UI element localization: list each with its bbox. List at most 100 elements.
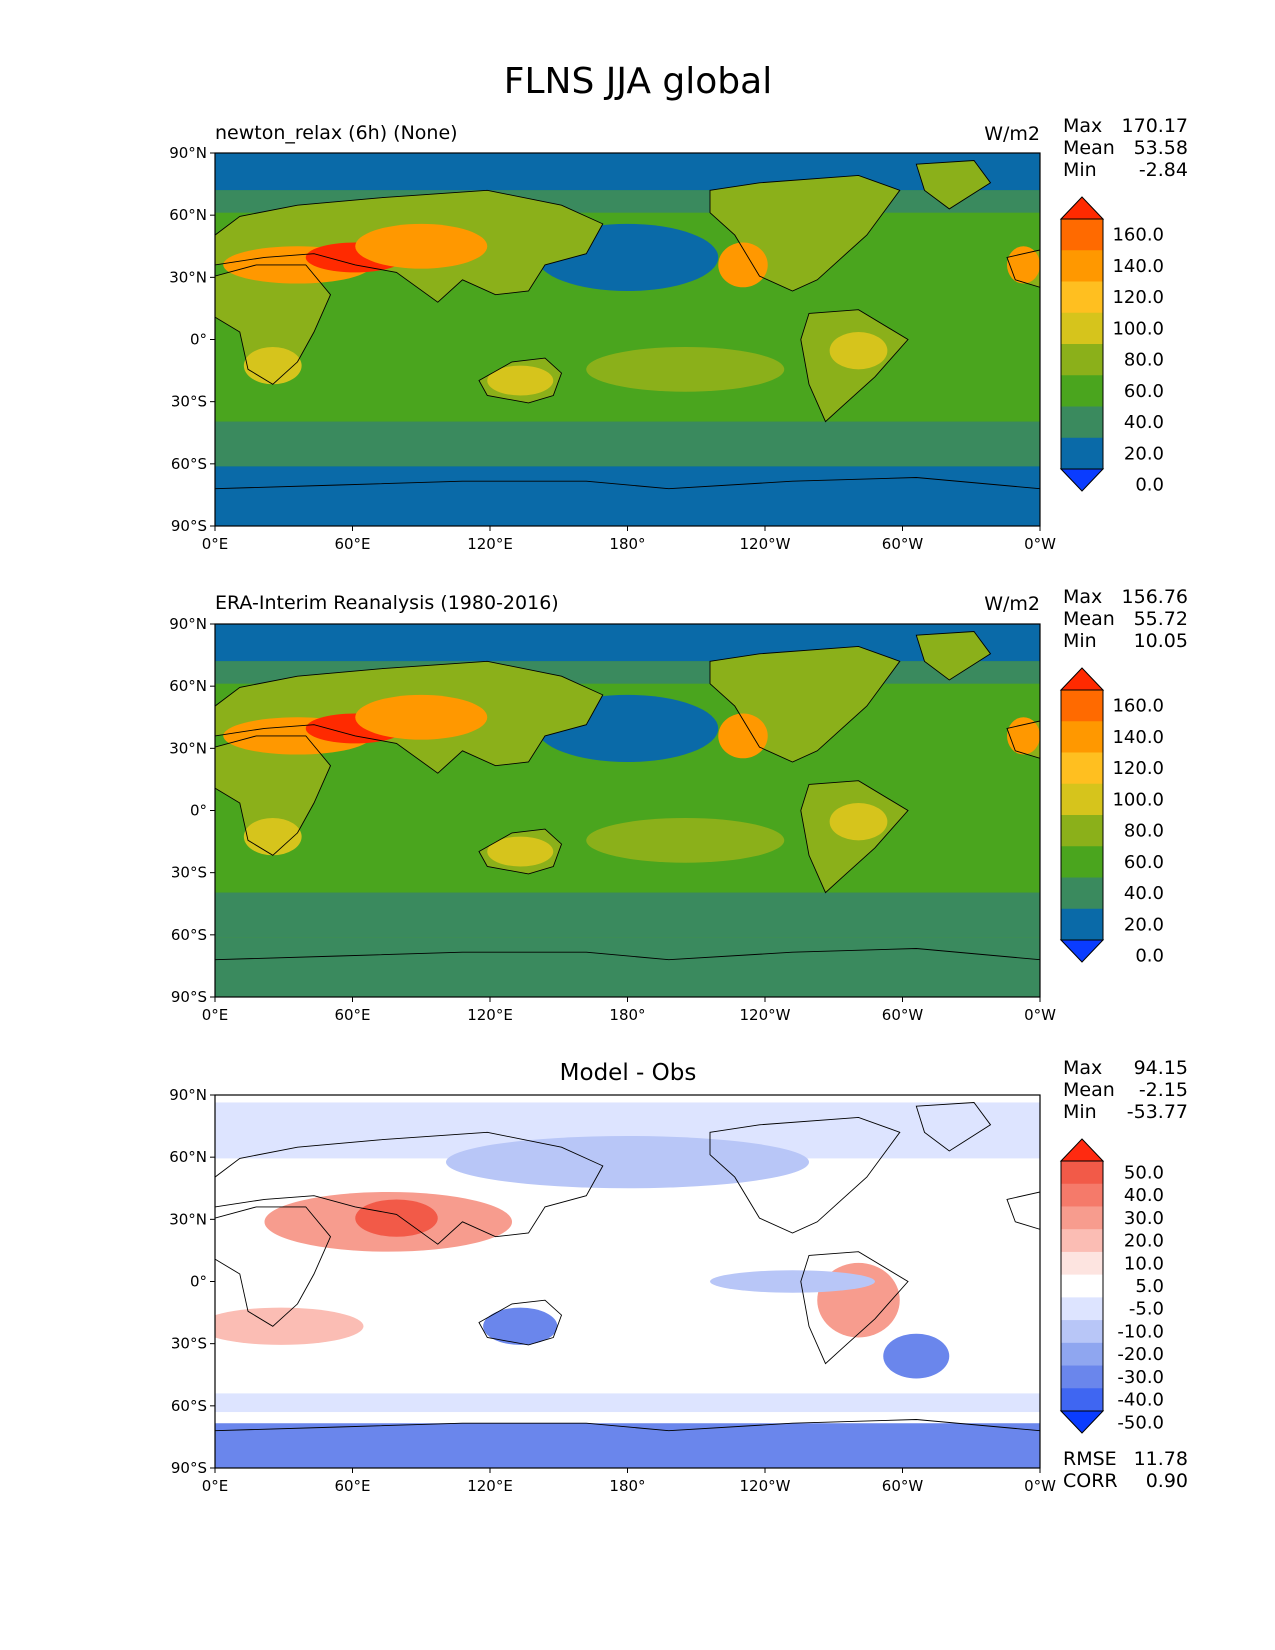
panel-center-title: Model - Obs bbox=[560, 1060, 697, 1086]
stat-name: Mean bbox=[1063, 608, 1115, 630]
central-asia-hot bbox=[355, 694, 488, 740]
tibet-positive bbox=[355, 1199, 438, 1237]
y-tick-label: 90°N bbox=[169, 615, 207, 633]
stats-block: Max 170.17 Mean 53.58 Min -2.84 bbox=[1063, 115, 1188, 181]
colorbar-swatch bbox=[1061, 375, 1103, 407]
colorbar-swatch bbox=[1061, 721, 1103, 753]
southern-ocean-band bbox=[215, 892, 1040, 938]
south-pacific-warm bbox=[586, 346, 785, 392]
south-indian-positive bbox=[215, 1307, 364, 1345]
colorbar-label: 40.0 bbox=[1124, 1185, 1164, 1206]
stat-name: Mean bbox=[1063, 137, 1115, 159]
stat-name: Min bbox=[1063, 630, 1097, 652]
stat-name: RMSE bbox=[1063, 1448, 1117, 1470]
coastline-tip_africa_right bbox=[1006, 249, 1040, 288]
panel-test: newton_relax (6h) (None) W/m2 0°E 60°E 120… bbox=[169, 115, 1188, 553]
colorbar-top-extend bbox=[1059, 1138, 1105, 1162]
colorbar-label: -10.0 bbox=[1117, 1321, 1164, 1342]
colorbar-label: -40.0 bbox=[1117, 1390, 1164, 1411]
y-tick-label: 60°S bbox=[171, 926, 207, 944]
colorbar-label: 0.0 bbox=[1135, 946, 1164, 967]
colorbar-label: 140.0 bbox=[1112, 256, 1164, 277]
stat-value: 156.76 bbox=[1122, 586, 1188, 608]
x-tick-label: 0°W bbox=[1024, 1477, 1056, 1495]
x-tick-label: 0°W bbox=[1024, 1006, 1056, 1024]
coastline-australia bbox=[478, 1299, 563, 1346]
x-tick-label: 180° bbox=[609, 1477, 645, 1495]
coastline-africa bbox=[215, 1206, 332, 1327]
y-tick-label: 30°S bbox=[171, 864, 207, 882]
coastline-namerica bbox=[709, 174, 901, 292]
colorbar-label: 80.0 bbox=[1124, 821, 1164, 842]
coastline-namerica bbox=[709, 645, 901, 763]
coastline-australia bbox=[478, 828, 563, 875]
coastline-tip_africa_right bbox=[1006, 720, 1040, 759]
coastline-greenland bbox=[915, 1102, 992, 1152]
east-atlantic-africa-hot bbox=[1007, 717, 1040, 755]
colorbar-label: 120.0 bbox=[1112, 287, 1164, 308]
panel-left-title: newton_relax (6h) (None) bbox=[215, 122, 458, 144]
x-tick-label: 120°E bbox=[467, 1477, 513, 1495]
y-tick-label: 90°S bbox=[171, 988, 207, 1006]
na-southwest-hot bbox=[718, 242, 768, 288]
colorbar-label: 0.0 bbox=[1135, 475, 1164, 496]
x-tick-label: 60°E bbox=[334, 535, 370, 553]
colorbar-swatch bbox=[1061, 1274, 1103, 1298]
stat-value: -2.15 bbox=[1139, 1079, 1188, 1101]
stat-value: 11.78 bbox=[1134, 1448, 1188, 1470]
y-tick-label: 0° bbox=[190, 331, 207, 349]
y-tick-label: 0° bbox=[190, 802, 207, 820]
y-tick-label: 60°N bbox=[169, 1148, 207, 1166]
australia-negative bbox=[483, 1307, 558, 1345]
y-tick-label: 90°N bbox=[169, 144, 207, 162]
map-area bbox=[214, 623, 1041, 998]
stat-name: CORR bbox=[1063, 1470, 1118, 1492]
colorbar-label: 60.0 bbox=[1124, 852, 1164, 873]
coastline-antarctica bbox=[215, 948, 1040, 961]
colorbar-frame bbox=[1060, 218, 1104, 470]
colorbar-bottom-extend bbox=[1059, 1410, 1105, 1434]
colorbar-swatch bbox=[1061, 1320, 1103, 1344]
colorbar-label: 80.0 bbox=[1124, 350, 1164, 371]
australia-warm bbox=[487, 365, 554, 396]
colorbar-label: 100.0 bbox=[1112, 318, 1164, 339]
colorbar-frame bbox=[1060, 689, 1104, 941]
colorbar-swatch bbox=[1061, 690, 1103, 722]
colorbar-label: 160.0 bbox=[1112, 696, 1164, 717]
x-tick-label: 180° bbox=[609, 1006, 645, 1024]
y-tick-label: 30°S bbox=[171, 1335, 207, 1353]
y-tick-label: 90°S bbox=[171, 1459, 207, 1477]
y-tick-label: 0° bbox=[190, 1273, 207, 1291]
y-tick-label: 60°N bbox=[169, 677, 207, 695]
stat-name: Max bbox=[1063, 115, 1102, 137]
x-tick-label: 60°E bbox=[334, 1477, 370, 1495]
stat-value: -2.84 bbox=[1139, 159, 1188, 181]
antarctic-band bbox=[215, 466, 1040, 526]
colorbar-swatch bbox=[1061, 752, 1103, 785]
colorbar-label: 160.0 bbox=[1112, 225, 1164, 246]
y-tick-label: 90°N bbox=[169, 1086, 207, 1104]
y-tick-label: 60°S bbox=[171, 1397, 207, 1415]
colorbar-label: 20.0 bbox=[1124, 443, 1164, 464]
panel-diff: Model - Obs 0°E 60°E 120°E 180° 120°W 60°W 0°W… bbox=[169, 1057, 1188, 1495]
panel-reference: ERA-Interim Reanalysis (1980-2016) W/m2 … bbox=[169, 586, 1188, 1024]
x-tick-label: 60°E bbox=[334, 1006, 370, 1024]
southern-ocean-band bbox=[215, 421, 1040, 467]
colorbar-swatch bbox=[1061, 815, 1103, 847]
coastline-australia bbox=[478, 357, 563, 404]
colorbar: 160.0 140.0 120.0 100.0 80.0 60.0 40.0 20.0 0.0 bbox=[1059, 196, 1164, 496]
south-africa-warm bbox=[243, 817, 302, 856]
x-tick-label: 60°W bbox=[882, 1477, 924, 1495]
stat-value: 55.72 bbox=[1134, 608, 1188, 630]
y-tick-label: 30°N bbox=[169, 739, 207, 757]
colorbar-bottom-extend bbox=[1059, 939, 1105, 963]
north-pacific-negative bbox=[446, 1136, 809, 1189]
rmse-corr-block: RMSE 11.78 CORR 0.90 bbox=[1063, 1448, 1188, 1492]
coastline-namerica bbox=[709, 1116, 901, 1234]
south-pacific-warm bbox=[586, 817, 785, 863]
panel-units: W/m2 bbox=[984, 123, 1040, 145]
colorbar-label: 10.0 bbox=[1124, 1253, 1164, 1274]
x-tick-label: 60°W bbox=[882, 535, 924, 553]
colorbar-bottom-extend bbox=[1059, 468, 1105, 492]
